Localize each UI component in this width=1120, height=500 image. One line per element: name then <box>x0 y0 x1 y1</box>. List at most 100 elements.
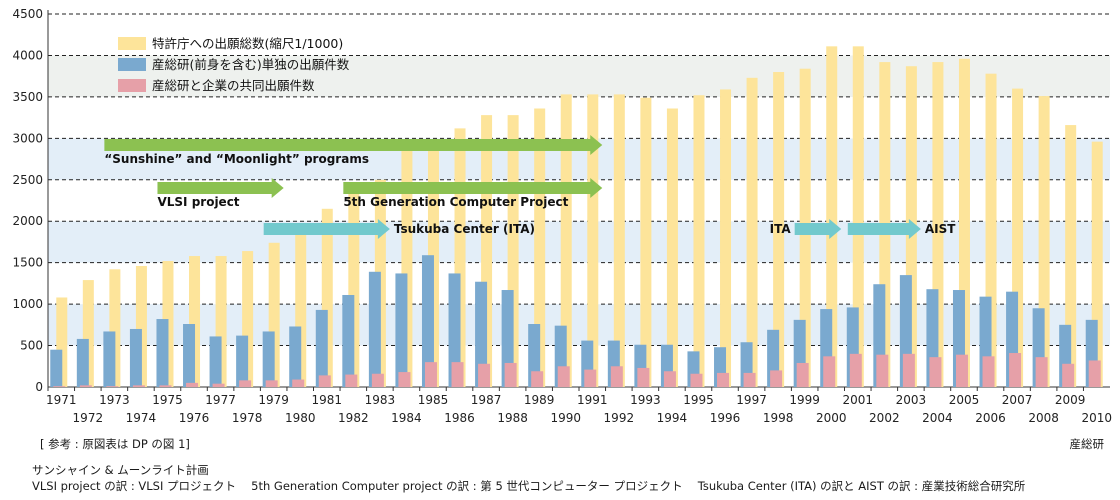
reference-note: [ 参考 : 原図表は DP の図 1] <box>40 437 190 451</box>
y-tick-label: 1500 <box>12 256 43 270</box>
aist-joint-bar <box>902 353 915 387</box>
x-tick-label: 2009 <box>1055 393 1086 407</box>
background-band <box>48 345 1110 387</box>
y-tick-label: 4500 <box>12 7 43 21</box>
aist-joint-bar <box>1088 360 1101 387</box>
legend-label: 産総研(前身を含む)単独の出願件数 <box>152 57 350 72</box>
aist-solo-bar <box>183 324 196 387</box>
x-tick-label: 1991 <box>577 393 608 407</box>
aist-joint-bar <box>584 369 597 387</box>
aist-solo-bar <box>209 336 222 387</box>
x-tick-label: 2010 <box>1081 411 1112 425</box>
aist-joint-bar <box>398 372 411 387</box>
x-tick-label: 2004 <box>922 411 953 425</box>
aist-joint-bar <box>478 363 491 387</box>
x-tick-label: 2005 <box>949 393 980 407</box>
total-applications-bar <box>720 89 732 387</box>
x-tick-label: 1983 <box>365 393 396 407</box>
annotation-label: “Sunshine” and “Moonlight” programs <box>104 152 369 166</box>
x-tick-label: 1979 <box>258 393 289 407</box>
aist-solo-bar <box>501 290 514 387</box>
source-note: 産総研 <box>1069 437 1105 451</box>
total-applications-bar <box>454 128 466 388</box>
total-applications-bar <box>587 94 599 387</box>
aist-joint-bar <box>929 357 942 387</box>
x-tick-label: 2000 <box>816 411 847 425</box>
total-applications-bar <box>348 193 360 387</box>
total-applications-bar <box>613 94 625 387</box>
x-tick-label: 2001 <box>843 393 874 407</box>
y-tick-label: 2500 <box>12 173 43 187</box>
legend-swatch <box>118 58 146 71</box>
total-applications-bar <box>82 280 94 387</box>
x-tick-label: 2003 <box>896 393 927 407</box>
total-applications-bar <box>560 94 572 387</box>
x-tick-label: 1971 <box>46 393 77 407</box>
aist-joint-bar <box>955 354 968 387</box>
aist-solo-bar <box>262 331 275 387</box>
aist-solo-bar <box>395 273 408 387</box>
aist-joint-bar <box>186 382 199 387</box>
aist-solo-bar <box>421 255 434 387</box>
aist-solo-bar <box>103 331 116 387</box>
x-tick-label: 1972 <box>73 411 104 425</box>
aist-joint-bar <box>637 367 650 387</box>
aist-joint-bar <box>239 380 252 387</box>
x-tick-label: 1992 <box>604 411 635 425</box>
legend-swatch <box>118 79 146 92</box>
aist-joint-bar <box>770 370 783 387</box>
aist-joint-bar <box>610 366 623 387</box>
translation-note-1: サンシャイン & ムーンライト計画 <box>32 463 209 477</box>
x-tick-label: 1980 <box>285 411 316 425</box>
annotation-label: 5th Generation Computer Project <box>343 195 568 209</box>
x-tick-label: 1975 <box>152 393 183 407</box>
aist-solo-bar <box>50 349 63 387</box>
aist-joint-bar <box>823 356 836 387</box>
aist-joint-bar <box>79 385 92 387</box>
aist-solo-bar <box>315 309 328 387</box>
total-applications-bar <box>534 108 546 387</box>
x-tick-label: 1978 <box>232 411 263 425</box>
x-tick-label: 1989 <box>524 393 555 407</box>
aist-joint-bar <box>743 372 756 387</box>
total-applications-bar <box>295 231 307 387</box>
x-tick-label: 1999 <box>789 393 820 407</box>
aist-joint-bar <box>159 385 172 387</box>
aist-joint-bar <box>717 372 730 387</box>
aist-joint-bar <box>531 371 544 387</box>
legend-label: 産総研と企業の共同出願件数 <box>152 78 315 93</box>
patent-chart: 0 500 1000 1500 2000 2500 3000 3500 4000 4500 1971… <box>12 7 1112 425</box>
background-band <box>48 96 1110 139</box>
program-arrow <box>847 219 921 239</box>
total-applications-bar <box>985 73 997 388</box>
x-tick-label: 1982 <box>338 411 369 425</box>
aist-joint-bar <box>53 386 66 387</box>
aist-joint-bar <box>504 362 517 387</box>
aist-joint-bar <box>849 353 862 387</box>
aist-joint-bar <box>265 380 278 387</box>
x-tick-label: 1973 <box>99 393 130 407</box>
aist-solo-bar <box>76 338 89 387</box>
x-tick-label: 1976 <box>179 411 210 425</box>
x-tick-label: 1996 <box>710 411 741 425</box>
y-tick-label: 3500 <box>12 90 43 104</box>
aist-joint-bar <box>1035 357 1048 387</box>
annotation-label: VLSI project <box>157 195 239 209</box>
x-tick-label: 1985 <box>418 393 449 407</box>
aist-joint-bar <box>132 385 145 387</box>
program-arrow <box>343 178 603 198</box>
annotation-label: Tsukuba Center (ITA) <box>394 222 535 236</box>
aist-joint-bar <box>318 375 331 387</box>
total-applications-bar <box>507 115 519 387</box>
x-tick-label: 2007 <box>1002 393 1033 407</box>
translation-note-2: VLSI project の訳 : VLSI プロジェクト 5th Genera… <box>32 479 1026 493</box>
x-tick-label: 1998 <box>763 411 794 425</box>
x-tick-label: 1977 <box>205 393 236 407</box>
y-tick-label: 2000 <box>12 214 43 228</box>
annotation-label: AIST <box>925 222 956 236</box>
aist-solo-bar <box>236 335 249 387</box>
arrow-shape <box>263 219 390 239</box>
x-tick-label: 1974 <box>126 411 157 425</box>
aist-joint-bar <box>292 379 305 387</box>
total-applications-bar <box>1012 88 1024 387</box>
